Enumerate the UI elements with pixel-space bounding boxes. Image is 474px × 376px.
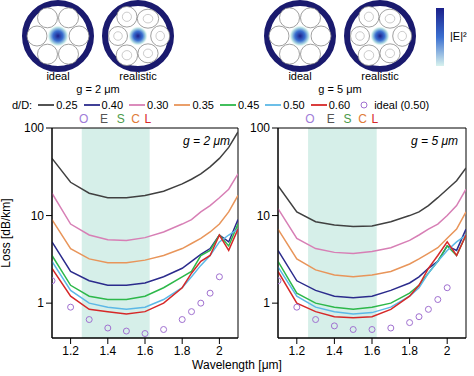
html-text:0.35: 0.35	[192, 99, 214, 111]
svg-text:1: 1	[263, 296, 270, 310]
html-text:ideal (0.50): ideal (0.50)	[374, 99, 430, 111]
svg-text:2: 2	[216, 344, 223, 358]
svg-text:g = 5 μm: g = 5 μm	[318, 83, 361, 95]
svg-text:g = 2 μm: g = 2 μm	[183, 134, 230, 148]
svg-text:100: 100	[24, 121, 44, 135]
html-text:0.25: 0.25	[56, 99, 78, 111]
svg-text:O: O	[79, 112, 88, 126]
svg-text:10: 10	[31, 209, 45, 223]
html-text:0.60: 0.60	[328, 99, 351, 111]
svg-text:100: 100	[250, 121, 270, 135]
svg-text:2: 2	[444, 344, 451, 358]
svg-text:|E|²: |E|²	[450, 30, 467, 42]
html-text:0.45: 0.45	[237, 99, 260, 111]
html-text:0.30: 0.30	[147, 99, 169, 111]
svg-text:realistic: realistic	[361, 70, 399, 82]
html-text:Wavelength [μm]: Wavelength [μm]	[192, 358, 282, 372]
svg-text:realistic: realistic	[119, 70, 157, 82]
svg-text:1.2: 1.2	[288, 344, 305, 358]
svg-text:g = 5 μm: g = 5 μm	[411, 134, 458, 148]
svg-text:S: S	[344, 112, 352, 126]
svg-text:1.6: 1.6	[364, 344, 381, 358]
svg-text:1: 1	[37, 296, 44, 310]
svg-text:L: L	[371, 112, 378, 126]
svg-text:S: S	[117, 112, 125, 126]
svg-text:O: O	[305, 112, 314, 126]
svg-text:1.8: 1.8	[174, 344, 191, 358]
svg-text:1.6: 1.6	[137, 344, 154, 358]
svg-text:E: E	[327, 112, 335, 126]
svg-text:E: E	[100, 112, 108, 126]
svg-text:1.4: 1.4	[326, 344, 343, 358]
svg-text:C: C	[131, 112, 140, 126]
svg-text:1.2: 1.2	[62, 344, 79, 358]
svg-text:g = 2 μm: g = 2 μm	[76, 83, 119, 95]
svg-text:Loss [dB/km]: Loss [dB/km]	[0, 198, 13, 267]
html-text:d/D:: d/D:	[12, 99, 33, 111]
html-text:0.50: 0.50	[283, 99, 305, 111]
svg-text:10: 10	[257, 209, 271, 223]
html-text:0.40: 0.40	[101, 99, 123, 111]
svg-text:ideal: ideal	[46, 70, 69, 82]
svg-text:L: L	[144, 112, 151, 126]
svg-text:C: C	[358, 112, 367, 126]
svg-text:1.4: 1.4	[99, 344, 116, 358]
svg-text:ideal: ideal	[288, 70, 311, 82]
svg-text:1.8: 1.8	[401, 344, 418, 358]
